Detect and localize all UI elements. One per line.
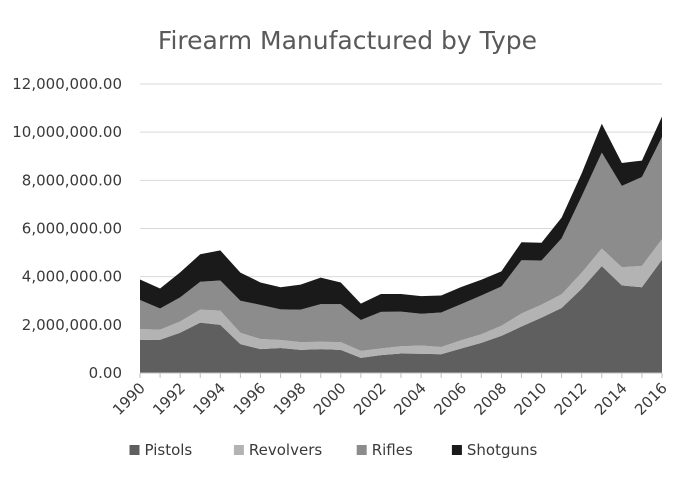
area-pistols [140,259,662,373]
legend-label-shotguns: Shotguns [467,441,538,459]
x-tick-label: 2000 [310,379,350,419]
area-rifles [140,136,662,351]
x-tick-label: 2006 [430,379,470,419]
x-tick-label: 1990 [109,379,149,419]
legend-swatch-shotguns [451,445,462,455]
legend-label-rifles: Rifles [372,441,413,459]
x-tick-label: 1998 [270,379,310,419]
legend-label-pistols: Pistols [145,441,193,459]
y-tick-label: 2,000,000.00 [22,316,122,334]
x-tick-label: 2004 [390,379,430,419]
x-tick-label: 2012 [551,379,591,419]
x-tick-label: 2002 [350,379,390,419]
legend-swatch-pistols [129,445,140,455]
x-tick-label: 2010 [511,379,551,419]
x-tick-label: 1992 [149,379,189,419]
x-tick-label: 2014 [591,379,631,419]
y-tick-label: 8,000,000.00 [22,171,122,189]
legend-swatch-rifles [356,445,367,455]
y-tick-label: 0.00 [89,364,122,382]
y-tick-label: 12,000,000.00 [12,75,122,93]
legend-label-revolvers: Revolvers [249,441,322,459]
x-tick-label: 2008 [470,379,510,419]
y-tick-label: 10,000,000.00 [12,123,122,141]
chart-title: Firearm Manufactured by Type [157,26,538,55]
x-tick-label: 2016 [631,379,671,419]
x-tick-label: 1996 [230,379,270,419]
y-tick-label: 6,000,000.00 [22,220,122,238]
y-tick-label: 4,000,000.00 [22,268,122,286]
legend-swatch-revolvers [233,445,244,455]
area-revolvers [140,239,662,358]
x-tick-label: 1994 [189,379,229,419]
